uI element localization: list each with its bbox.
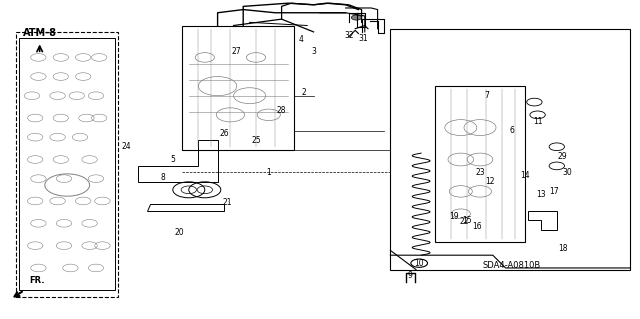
Text: 22: 22 [460,217,468,226]
Text: 5: 5 [170,155,175,164]
Text: 30: 30 [563,168,573,177]
Text: 16: 16 [472,222,482,231]
Text: 21: 21 [223,198,232,207]
Text: 31: 31 [358,34,369,43]
Text: 11: 11 [533,117,542,126]
Text: 29: 29 [557,152,567,161]
Text: 27: 27 [232,47,242,56]
Text: 9: 9 [407,271,412,280]
Text: 6: 6 [509,126,515,135]
Text: 25: 25 [251,136,261,145]
Text: 28: 28 [277,106,286,115]
Text: 32: 32 [344,31,354,40]
Text: ATM-8: ATM-8 [22,28,57,39]
Text: 26: 26 [219,130,229,138]
Text: 2: 2 [301,88,307,97]
Text: 17: 17 [548,187,559,196]
Text: FR.: FR. [29,276,45,285]
Circle shape [351,15,362,20]
Text: 4: 4 [298,35,303,44]
Text: 12: 12 [485,177,494,186]
Text: 20: 20 [174,228,184,237]
Text: 19: 19 [449,212,460,221]
Text: 1: 1 [266,168,271,177]
Text: 23: 23 [475,168,485,177]
Text: SDA4-A0810B: SDA4-A0810B [483,261,541,270]
Text: 18: 18 [559,244,568,253]
Text: 15: 15 [462,216,472,225]
Text: 7: 7 [484,91,489,100]
Text: 10: 10 [414,259,424,268]
Text: 3: 3 [311,47,316,56]
Text: 8: 8 [161,173,166,182]
Polygon shape [147,204,224,211]
Text: 13: 13 [536,190,546,199]
Text: 24: 24 [122,142,132,151]
Text: 14: 14 [520,171,530,180]
